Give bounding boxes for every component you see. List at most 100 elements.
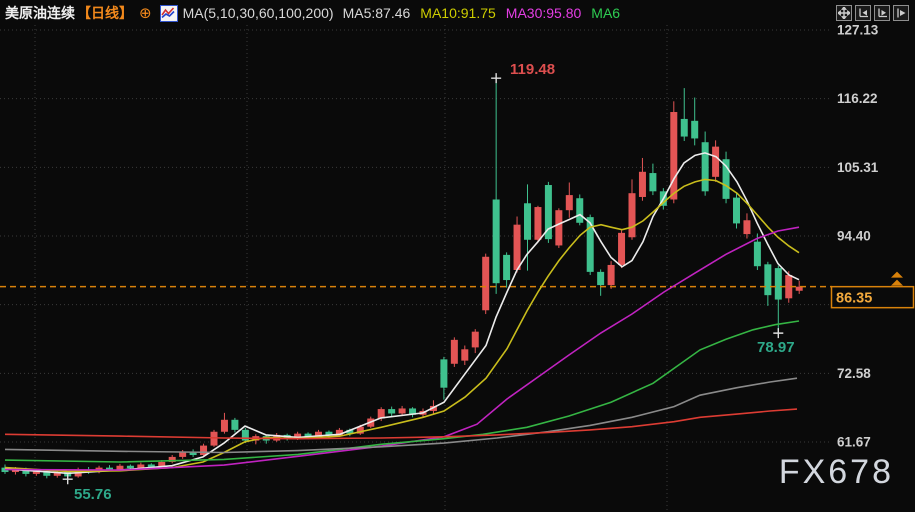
candle (701, 142, 709, 192)
ma-line-ma200 (4, 408, 798, 440)
price-axis: 127.13 116.22 105.31 94.40 72.58 61.67 (837, 22, 879, 449)
candle (388, 409, 396, 414)
candle (158, 461, 166, 467)
candle (607, 264, 615, 286)
shift-right-icon[interactable] (893, 5, 909, 21)
candle (168, 456, 176, 462)
axis-label: 94.40 (837, 229, 871, 244)
candle (680, 118, 688, 137)
candle (492, 199, 500, 284)
candle (524, 203, 531, 240)
candle (743, 220, 751, 235)
chart-header: 美原油连续 【日线】 ⊕ MA(5,10,30,60,100,200) MA5:8… (0, 0, 915, 24)
candle (409, 408, 417, 415)
watermark: FX678 (778, 453, 894, 491)
candle (670, 112, 678, 200)
axis-label: 61.67 (837, 435, 871, 450)
price-tag-box (830, 285, 915, 309)
chart-type-icon[interactable] (159, 4, 178, 22)
candle (461, 349, 469, 361)
gridlines (0, 25, 832, 512)
candle (544, 185, 552, 240)
candle (32, 470, 40, 474)
candle (398, 408, 406, 414)
candle (440, 359, 448, 388)
candle (137, 464, 145, 469)
candle (126, 465, 134, 469)
axis-label: 105.31 (837, 160, 879, 175)
candle (200, 445, 208, 456)
candle (220, 419, 228, 432)
candle (11, 469, 19, 473)
candle (346, 429, 354, 434)
ma10-value: MA10:91.75 (420, 5, 496, 21)
price-annotation: 55.76 (74, 486, 112, 503)
candle (565, 195, 573, 211)
axis-label: 72.58 (837, 366, 871, 381)
circle-plus-icon[interactable]: ⊕ (139, 4, 152, 22)
ma30-value: MA30:95.80 (505, 5, 582, 21)
period-label[interactable]: 【日线】 (77, 5, 133, 21)
ma-settings-label[interactable]: MA(5,10,30,60,100,200) (182, 5, 334, 21)
candle (795, 286, 803, 291)
ma-line-ma30 (4, 226, 800, 471)
extreme-marker (62, 474, 73, 485)
candle (774, 268, 782, 300)
candle (691, 120, 699, 139)
candle (733, 197, 740, 224)
candle (106, 467, 113, 470)
candle (377, 409, 385, 419)
candle (53, 472, 61, 476)
candle (638, 171, 646, 197)
ma60-value: MA6 (591, 5, 621, 21)
scale-right-icon[interactable] (874, 5, 890, 21)
candle (764, 264, 772, 296)
ma-line-ma5 (4, 152, 800, 475)
candle (116, 465, 124, 470)
candle (628, 193, 636, 238)
candle (722, 159, 730, 199)
candle (649, 173, 657, 192)
candle (147, 464, 155, 467)
scale-left-icon[interactable] (855, 5, 871, 21)
extreme-marker (491, 73, 502, 84)
price-annotation: 119.48 (510, 61, 555, 78)
candle (576, 198, 584, 223)
candle (712, 146, 720, 177)
candle (513, 224, 521, 270)
price-annotation: 78.97 (757, 339, 795, 356)
ma-lines (4, 152, 800, 475)
annotations: 119.48 78.97 55.76 (62, 61, 795, 503)
axis-label: 127.13 (837, 22, 879, 37)
candle (231, 419, 239, 430)
candle (241, 429, 249, 441)
double-up-arrow-icon (891, 271, 903, 278)
candle (189, 451, 197, 456)
candles[interactable] (1, 78, 803, 480)
candle (179, 451, 187, 457)
extreme-marker (773, 328, 784, 339)
axis-label: 116.22 (837, 91, 878, 106)
candle (471, 331, 479, 348)
candle (482, 256, 490, 311)
candle (22, 469, 30, 474)
current-price-tag[interactable]: 86.35 (830, 271, 915, 309)
candle (356, 426, 364, 434)
candle (785, 275, 793, 299)
candle (586, 217, 594, 272)
candle (304, 433, 312, 438)
candle (294, 433, 302, 439)
chart-toolbar (836, 5, 909, 21)
candle (210, 431, 218, 446)
candle (325, 431, 333, 436)
price-tag-value: 86.35 (836, 291, 872, 307)
candle (555, 210, 563, 246)
ma-line-ma60 (4, 320, 800, 463)
symbol-name: 美原油连续 (5, 5, 75, 21)
candle (43, 470, 51, 476)
candle (450, 339, 458, 364)
ma-line-ma10 (4, 178, 800, 473)
pan-icon[interactable] (836, 5, 852, 21)
candle (503, 254, 511, 281)
